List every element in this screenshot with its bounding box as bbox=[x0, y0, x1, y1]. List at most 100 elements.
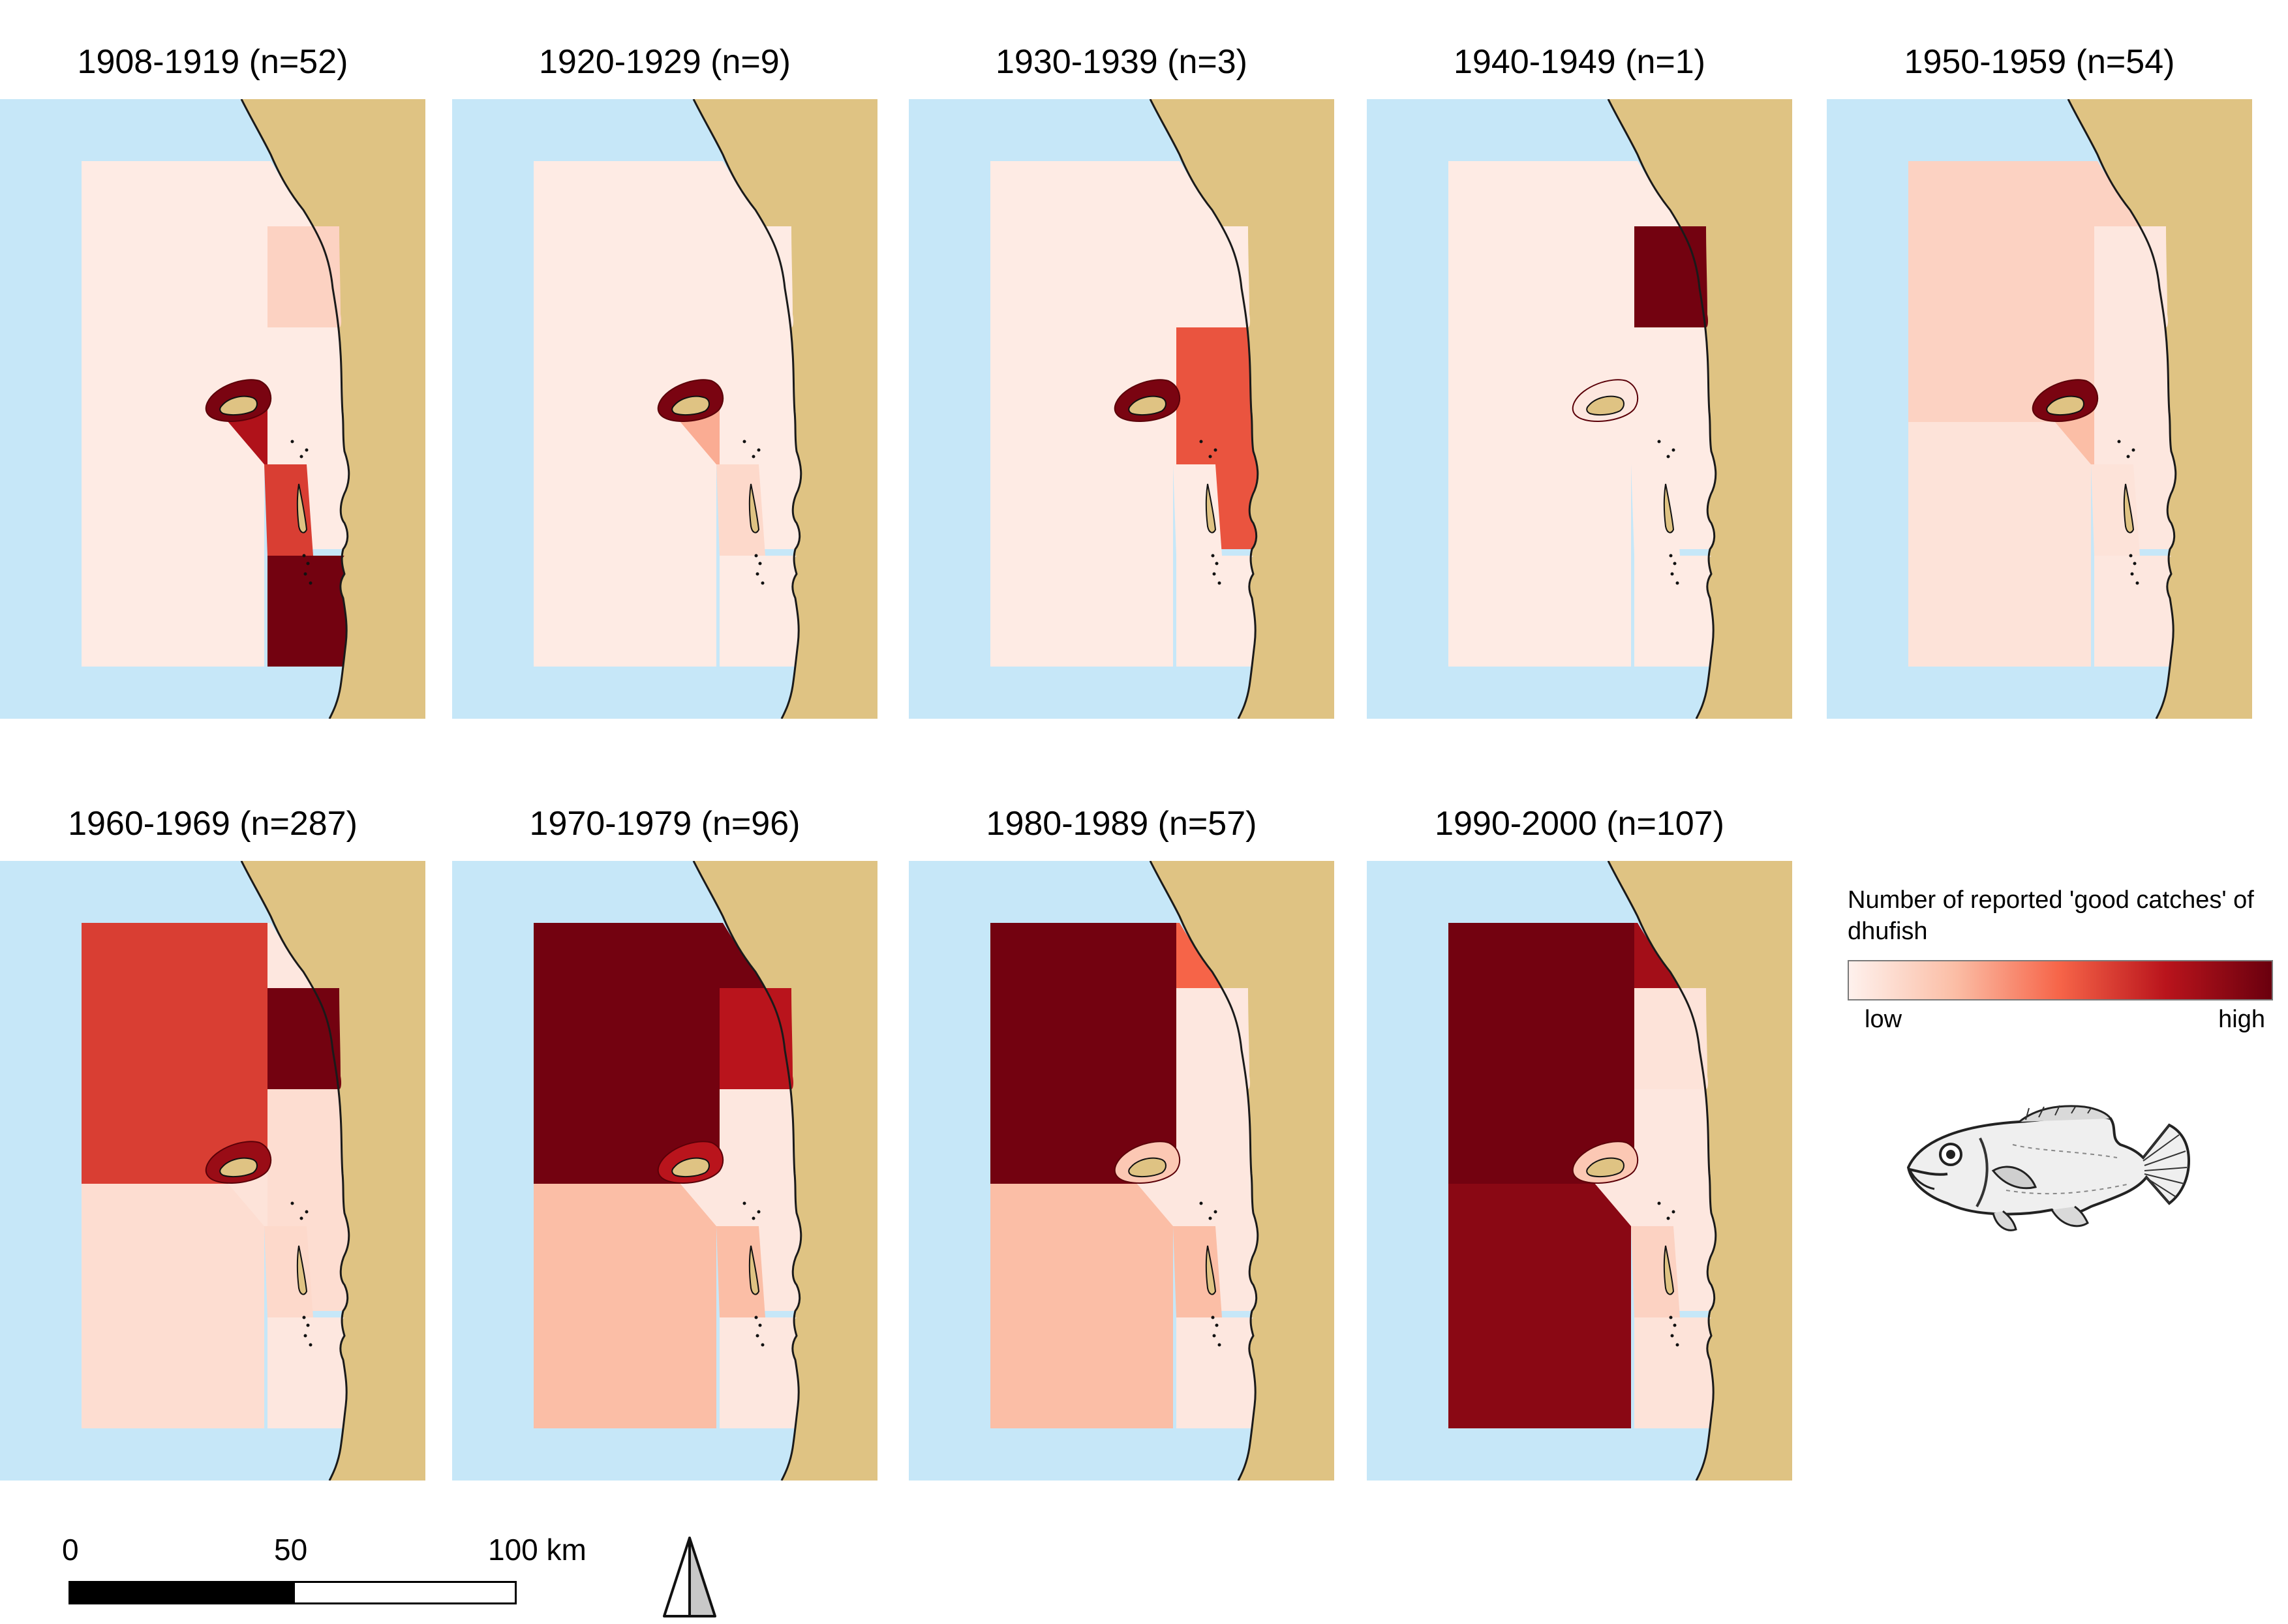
rottnest-garden-island bbox=[2123, 483, 2135, 534]
legend-color-ramp bbox=[1848, 960, 2273, 1000]
panel-title: 1950-1959 (n=54) bbox=[1904, 43, 2175, 81]
catch-zone-nw bbox=[1448, 923, 1634, 1184]
reef-dot bbox=[755, 1334, 759, 1338]
catch-zone-south-w bbox=[990, 1184, 1173, 1428]
catch-zone-south-w bbox=[82, 1184, 264, 1428]
coastline bbox=[240, 861, 350, 1481]
reef-dot bbox=[306, 1323, 310, 1327]
coastline bbox=[692, 861, 802, 1481]
reef-dot bbox=[2126, 455, 2130, 459]
reef-dot bbox=[1208, 1216, 1212, 1220]
map-frame bbox=[452, 99, 877, 719]
reef-dot bbox=[290, 440, 294, 444]
reef-dot bbox=[1675, 1343, 1679, 1347]
reef-dot bbox=[761, 1343, 765, 1347]
catch-zone-ne bbox=[1634, 226, 1709, 327]
reef-dot bbox=[299, 455, 303, 459]
island-land bbox=[2046, 395, 2084, 416]
reef-dot bbox=[299, 1216, 303, 1220]
catch-zone-south-mid bbox=[1631, 1226, 1680, 1317]
panel-title: 1990-2000 (n=107) bbox=[1435, 805, 1724, 843]
rottnest-garden-island bbox=[296, 483, 308, 534]
map-panel-1970-1979: 1970-1979 (n=96) bbox=[452, 801, 877, 1481]
reef-dot bbox=[2129, 554, 2133, 558]
rottnest-garden-island bbox=[1205, 1245, 1217, 1295]
land-area bbox=[2068, 99, 2252, 719]
map-frame bbox=[1367, 99, 1792, 719]
map-panel-1930-1939: 1930-1939 (n=3) bbox=[909, 39, 1334, 719]
reef-dot bbox=[758, 562, 762, 565]
map-panel-1990-2000: 1990-2000 (n=107) bbox=[1367, 801, 1792, 1481]
map-frame bbox=[0, 861, 425, 1481]
catch-zone-nw bbox=[82, 161, 267, 422]
scale-label-0: 0 bbox=[62, 1533, 79, 1567]
reef-dot bbox=[761, 581, 765, 585]
panel-title: 1930-1939 (n=3) bbox=[996, 43, 1247, 81]
north-arrow-icon bbox=[660, 1533, 719, 1624]
land-area bbox=[1608, 861, 1792, 1481]
reef-dot bbox=[2130, 572, 2134, 576]
scale-label-100: 100 km bbox=[488, 1533, 587, 1567]
reef-dot bbox=[1215, 1323, 1219, 1327]
rottnest-garden-island bbox=[296, 1245, 308, 1295]
island-land bbox=[1586, 1157, 1624, 1178]
catch-zone-ne bbox=[1634, 988, 1709, 1089]
island-land bbox=[1128, 1157, 1167, 1178]
catch-zone-ne bbox=[1176, 226, 1251, 327]
panel-title: 1970-1979 (n=96) bbox=[529, 805, 801, 843]
reef-dot bbox=[1199, 1201, 1203, 1205]
coastline bbox=[2067, 99, 2177, 719]
scale-bar-white-segment bbox=[293, 1581, 517, 1604]
reef-dot bbox=[1671, 448, 1675, 452]
panel-title: 1980-1989 (n=57) bbox=[986, 805, 1257, 843]
catch-zone-south-w bbox=[534, 422, 716, 667]
island-land bbox=[671, 1157, 710, 1178]
reef-dot bbox=[757, 1210, 761, 1214]
land-area bbox=[694, 99, 877, 719]
catch-zone-nw bbox=[990, 161, 1176, 422]
catch-zone-ne bbox=[720, 226, 794, 327]
map-frame bbox=[1367, 861, 1792, 1481]
map-frame bbox=[0, 99, 425, 719]
land-area bbox=[1150, 861, 1334, 1481]
panel-title: 1920-1929 (n=9) bbox=[539, 43, 791, 81]
catch-zone-nw bbox=[534, 923, 720, 1184]
reef-dot bbox=[1675, 581, 1679, 585]
reef-dot bbox=[1215, 562, 1219, 565]
catch-zone-ne bbox=[267, 988, 342, 1089]
coastline bbox=[1149, 861, 1259, 1481]
catch-zone-south-e bbox=[720, 1317, 799, 1428]
reef-dot bbox=[305, 448, 309, 452]
reef-dot bbox=[1217, 1343, 1221, 1347]
catch-zone-south-w bbox=[82, 422, 264, 667]
reef-dot bbox=[302, 1316, 306, 1319]
island-land bbox=[219, 395, 258, 416]
rottnest-garden-island bbox=[1663, 1245, 1675, 1295]
rottnest-garden-island bbox=[748, 483, 760, 534]
reef-dot bbox=[1657, 1201, 1661, 1205]
catch-zone-south-w bbox=[1448, 1184, 1631, 1428]
reef-dot bbox=[1669, 1316, 1673, 1319]
catch-zone-south-e bbox=[267, 1317, 347, 1428]
catch-zone-south-mid bbox=[264, 464, 313, 556]
legend-title: Number of reported 'good catches' of dhu… bbox=[1848, 886, 2254, 945]
catch-zone-south-w bbox=[1908, 422, 2091, 667]
map-panel-1920-1929: 1920-1929 (n=9) bbox=[452, 39, 877, 719]
reef-dot bbox=[742, 440, 746, 444]
island-land bbox=[1586, 395, 1624, 416]
reef-dot bbox=[1211, 554, 1215, 558]
catch-zone-south-mid bbox=[1173, 1226, 1222, 1317]
reef-dot bbox=[309, 1343, 313, 1347]
reef-dot bbox=[302, 554, 306, 558]
coastline bbox=[1607, 99, 1717, 719]
land-area bbox=[241, 861, 425, 1481]
reef-dot bbox=[1669, 554, 1673, 558]
reef-dot bbox=[1217, 581, 1221, 585]
coastline bbox=[240, 99, 350, 719]
reef-dot bbox=[2133, 562, 2137, 565]
map-panel-1980-1989: 1980-1989 (n=57) bbox=[909, 801, 1334, 1481]
coastline bbox=[692, 99, 802, 719]
catch-zone-ne bbox=[267, 226, 342, 327]
reef-dot bbox=[1666, 455, 1670, 459]
reef-dot bbox=[1666, 1216, 1670, 1220]
